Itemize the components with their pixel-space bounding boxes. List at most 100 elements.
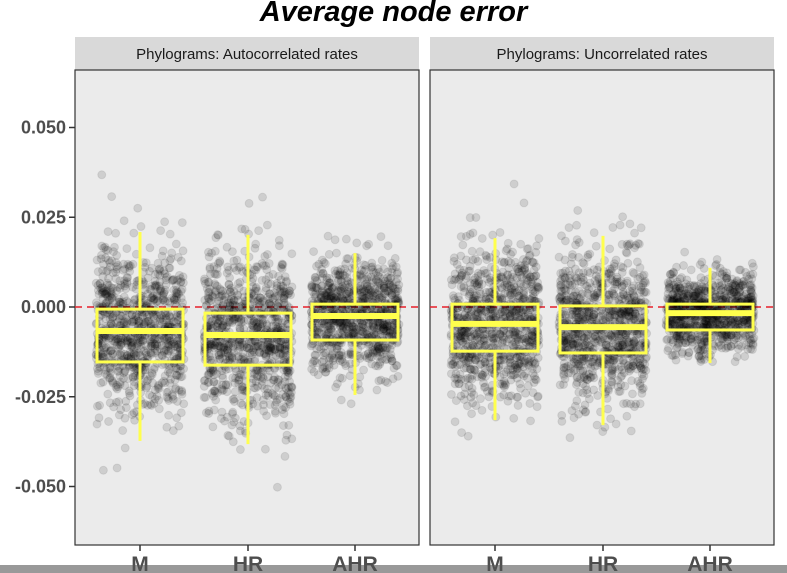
data-point bbox=[169, 285, 179, 295]
data-point bbox=[102, 286, 112, 296]
data-point bbox=[530, 287, 540, 297]
data-point bbox=[128, 317, 138, 327]
data-point bbox=[216, 291, 226, 301]
data-point bbox=[157, 340, 167, 350]
data-point bbox=[523, 381, 533, 391]
data-point bbox=[101, 253, 111, 263]
data-point bbox=[106, 346, 116, 356]
data-point bbox=[154, 351, 164, 361]
data-point bbox=[155, 266, 165, 276]
data-point bbox=[165, 368, 175, 378]
data-point bbox=[96, 378, 106, 388]
data-point bbox=[287, 249, 297, 259]
data-point bbox=[93, 369, 103, 379]
data-point bbox=[115, 276, 125, 286]
data-point bbox=[377, 255, 387, 265]
data-point bbox=[169, 337, 179, 347]
data-point bbox=[113, 334, 123, 344]
data-point bbox=[346, 399, 356, 409]
data-point bbox=[383, 241, 393, 251]
data-point bbox=[578, 366, 588, 376]
y-tick-label: 0.050 bbox=[21, 118, 66, 138]
strip-label: Phylograms: Uncorrelated rates bbox=[497, 46, 708, 63]
data-point bbox=[142, 381, 152, 391]
data-point bbox=[282, 384, 292, 394]
data-point bbox=[162, 387, 172, 397]
data-point bbox=[160, 371, 170, 381]
data-point bbox=[175, 366, 185, 376]
data-point bbox=[100, 343, 110, 353]
data-point bbox=[237, 391, 247, 401]
data-point bbox=[154, 265, 164, 275]
data-point bbox=[262, 220, 272, 230]
data-point bbox=[127, 410, 137, 420]
data-point bbox=[354, 385, 364, 395]
data-point bbox=[165, 341, 175, 351]
data-point bbox=[172, 336, 182, 346]
data-point bbox=[635, 361, 645, 371]
data-point bbox=[165, 336, 175, 346]
data-point bbox=[111, 262, 121, 272]
data-point bbox=[115, 350, 125, 360]
data-point bbox=[499, 326, 509, 336]
data-point bbox=[272, 482, 282, 492]
data-point bbox=[162, 335, 172, 345]
data-point bbox=[280, 272, 290, 282]
data-point bbox=[101, 342, 111, 352]
data-point bbox=[142, 299, 152, 309]
data-point bbox=[150, 385, 160, 395]
data-point bbox=[457, 325, 467, 335]
data-point bbox=[376, 232, 386, 242]
data-point bbox=[120, 367, 130, 377]
data-point bbox=[328, 356, 338, 366]
data-point bbox=[105, 373, 115, 383]
data-point bbox=[149, 295, 159, 305]
data-point bbox=[532, 241, 542, 251]
data-point bbox=[167, 390, 177, 400]
data-point bbox=[168, 394, 178, 404]
data-point bbox=[106, 318, 116, 328]
data-point bbox=[97, 288, 107, 298]
data-point bbox=[336, 275, 346, 285]
data-point bbox=[162, 349, 172, 359]
data-point bbox=[364, 340, 374, 350]
data-point bbox=[107, 376, 117, 386]
data-point bbox=[97, 170, 107, 180]
data-point bbox=[124, 262, 134, 272]
data-point bbox=[319, 257, 329, 267]
data-point bbox=[331, 248, 341, 258]
data-point bbox=[109, 247, 119, 257]
data-point bbox=[630, 308, 640, 318]
data-point bbox=[598, 333, 608, 343]
data-point bbox=[167, 313, 177, 323]
data-point bbox=[557, 274, 567, 284]
data-point bbox=[573, 205, 583, 215]
data-point bbox=[172, 289, 182, 299]
data-point bbox=[115, 314, 125, 324]
data-point bbox=[244, 198, 254, 208]
data-point bbox=[98, 377, 108, 387]
data-point bbox=[143, 316, 153, 326]
data-point bbox=[528, 327, 538, 337]
data-point bbox=[147, 400, 157, 410]
data-point bbox=[116, 348, 126, 358]
data-point bbox=[249, 297, 259, 307]
data-point bbox=[157, 335, 167, 345]
data-point bbox=[157, 251, 167, 261]
data-point bbox=[608, 223, 618, 233]
data-point bbox=[329, 293, 339, 303]
data-point bbox=[165, 320, 175, 330]
data-point bbox=[352, 238, 362, 248]
data-point bbox=[146, 341, 156, 351]
data-point bbox=[259, 406, 269, 416]
data-point bbox=[572, 220, 582, 230]
data-point bbox=[324, 249, 334, 259]
data-point bbox=[627, 389, 637, 399]
data-point bbox=[172, 342, 182, 352]
data-point bbox=[152, 291, 162, 301]
data-point bbox=[375, 357, 385, 367]
data-point bbox=[178, 298, 188, 308]
data-point bbox=[171, 383, 181, 393]
data-point bbox=[118, 297, 128, 307]
data-point bbox=[367, 275, 377, 285]
